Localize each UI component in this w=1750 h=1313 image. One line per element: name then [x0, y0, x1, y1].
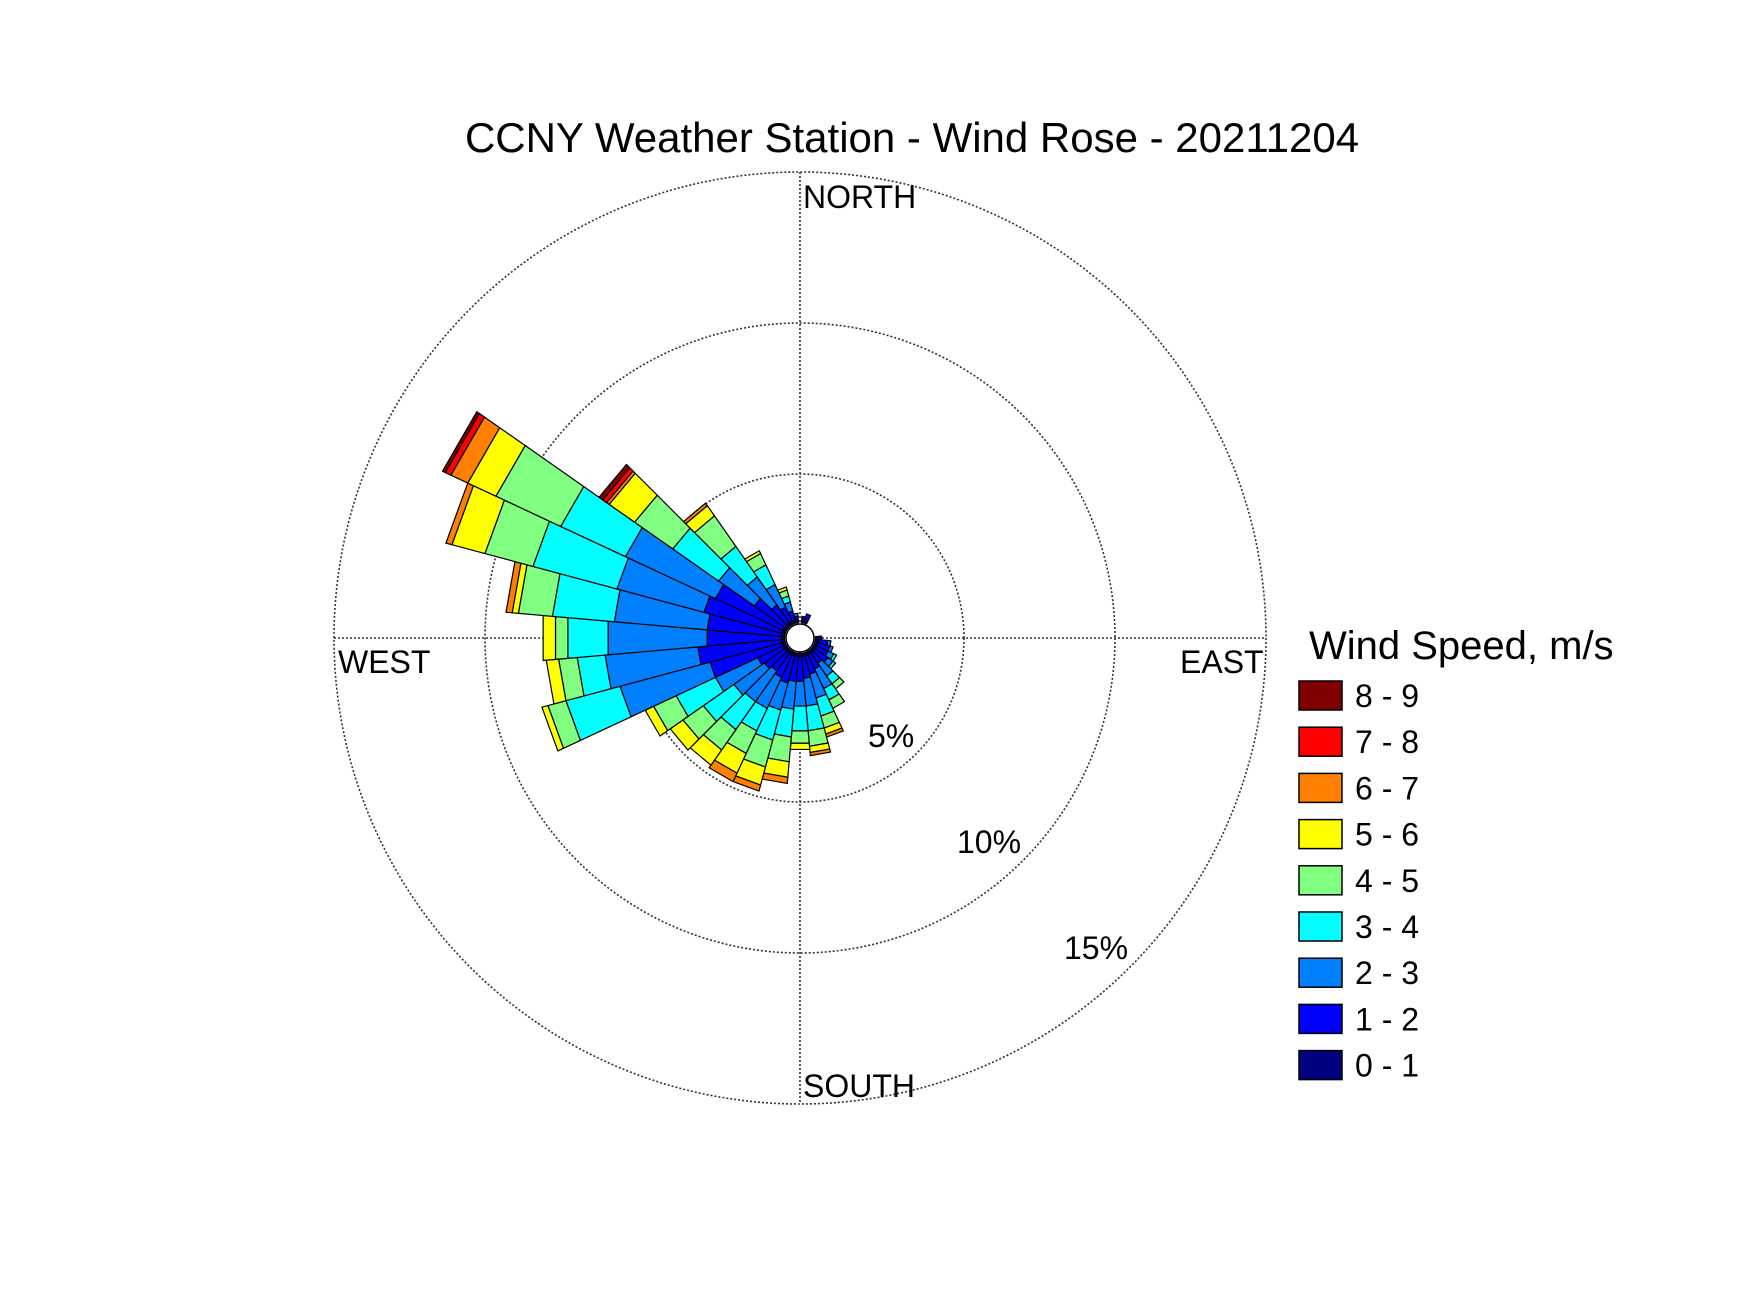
ring-label-5: 5%	[868, 718, 914, 754]
legend-swatch-1	[1298, 1003, 1343, 1035]
legend-title: Wind Speed, m/s	[1309, 624, 1614, 668]
legend-swatch-3	[1298, 911, 1343, 942]
direction-label-north: NORTH	[803, 179, 916, 215]
legend-label-4: 4 - 5	[1355, 863, 1419, 899]
legend: 8 - 9 7 - 8 6 - 7 5 - 6 4 - 5 3 - 4 2 - 3 1 - 2…	[1298, 678, 1419, 1084]
legend-swatch-5	[1298, 818, 1343, 850]
chart-title: CCNY Weather Station - Wind Rose - 20211…	[465, 114, 1359, 161]
legend-label-5: 5 - 6	[1355, 817, 1419, 853]
ring-15-percent	[333, 171, 1267, 1105]
ring-label-10: 10%	[957, 824, 1021, 860]
sector-250-bin-5	[541, 704, 565, 752]
sector-350-bin-2	[792, 612, 799, 618]
direction-label-west: WEST	[338, 644, 430, 680]
center-hole	[785, 623, 815, 653]
ring-label-15: 15%	[1064, 930, 1128, 966]
legend-label-6: 6 - 7	[1355, 770, 1419, 806]
legend-swatch-6	[1298, 772, 1343, 804]
sector-170-bin-6	[809, 748, 832, 757]
sector-320-bin-6	[682, 502, 708, 525]
sector-340-bin-5	[777, 586, 788, 594]
legend-label-0: 0 - 1	[1355, 1048, 1419, 1084]
sector-180-bin-5	[789, 742, 811, 751]
direction-label-east: EAST	[1180, 644, 1264, 680]
sector-330-bin-5	[744, 550, 762, 563]
wind-sectors	[441, 411, 846, 792]
sector-300-bin-8	[441, 411, 480, 474]
legend-swatch-0	[1298, 1049, 1343, 1081]
legend-label-2: 2 - 3	[1355, 955, 1419, 991]
legend-label-8: 8 - 9	[1355, 678, 1419, 714]
legend-label-3: 3 - 4	[1355, 909, 1419, 945]
legend-label-7: 7 - 8	[1355, 724, 1419, 760]
legend-label-1: 1 - 2	[1355, 1001, 1419, 1037]
sector-180-bin-4	[790, 730, 810, 744]
sector-310-bin-8	[598, 463, 631, 501]
legend-swatch-2	[1298, 957, 1343, 988]
direction-label-south: SOUTH	[803, 1068, 915, 1104]
ring-5-percent	[635, 473, 965, 803]
sector-270-bin-5	[542, 614, 557, 662]
legend-swatch-7	[1298, 726, 1343, 757]
legend-swatch-8	[1298, 680, 1343, 711]
ring-10-percent	[484, 322, 1116, 954]
sector-270-bin-3	[567, 617, 609, 659]
sector-270-bin-4	[554, 616, 569, 660]
legend-swatch-4	[1298, 865, 1343, 896]
sector-210-bin-6	[708, 759, 738, 783]
sector-20-bin-1	[804, 613, 812, 622]
